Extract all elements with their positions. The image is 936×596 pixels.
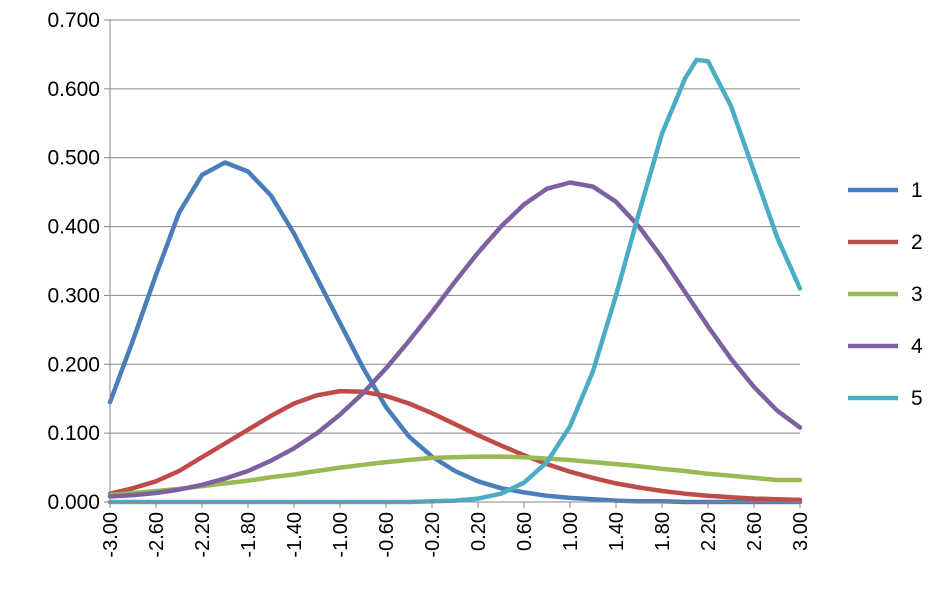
- x-tick-label: -0.20: [422, 512, 444, 558]
- x-tick-label: -3.00: [100, 512, 122, 558]
- x-tick-label: -0.60: [376, 512, 398, 558]
- x-tick-label: 1.80: [652, 512, 674, 551]
- y-tick-label: 0.300: [47, 284, 100, 307]
- legend-label-4: 4: [911, 335, 923, 358]
- x-tick-label: 1.00: [560, 512, 582, 551]
- x-tick-label: 2.60: [744, 512, 766, 551]
- series-lines: [107, 57, 803, 505]
- x-tick-label: -1.80: [238, 512, 260, 558]
- x-tick-label: 1.40: [606, 512, 628, 551]
- y-tick-label: 0.500: [47, 147, 100, 170]
- y-tick-label: 0.100: [47, 422, 100, 445]
- y-axis-ticks: 0.000 0.100 0.200 0.300 0.400 0.500 0.600 0.700: [47, 9, 100, 514]
- y-tick-label: 0.600: [47, 78, 100, 101]
- y-tick-label: 0.400: [47, 216, 100, 239]
- legend-label-2: 2: [911, 231, 923, 254]
- x-tick-label: 0.20: [468, 512, 490, 551]
- y-tick-label: 0.200: [47, 353, 100, 376]
- series-line-3: [107, 454, 803, 498]
- legend-label-1: 1: [911, 179, 923, 202]
- legend-label-3: 3: [911, 283, 923, 306]
- y-tick-label: 0.000: [47, 491, 100, 514]
- x-tick-label: 3.00: [790, 512, 812, 551]
- x-tick-label: -2.60: [146, 512, 168, 558]
- legend: 1 2 3 4 5: [848, 179, 923, 410]
- legend-label-5: 5: [911, 387, 923, 410]
- x-tick-label: -1.00: [330, 512, 352, 558]
- x-axis-ticks: -3.00 -2.60 -2.20 -1.80 -1.40 -1.00 -0.60 -0.20…: [100, 512, 812, 558]
- x-tick-label: -1.40: [284, 512, 306, 558]
- y-tick-label: 0.700: [47, 9, 100, 32]
- x-tick-label: 0.60: [514, 512, 536, 551]
- gridlines: [110, 19, 800, 434]
- x-tick-label: -2.20: [192, 512, 214, 558]
- x-tick-label: 2.20: [698, 512, 720, 551]
- series-line-4: [107, 180, 803, 499]
- axes: [104, 19, 801, 508]
- series-line-2: [107, 388, 803, 503]
